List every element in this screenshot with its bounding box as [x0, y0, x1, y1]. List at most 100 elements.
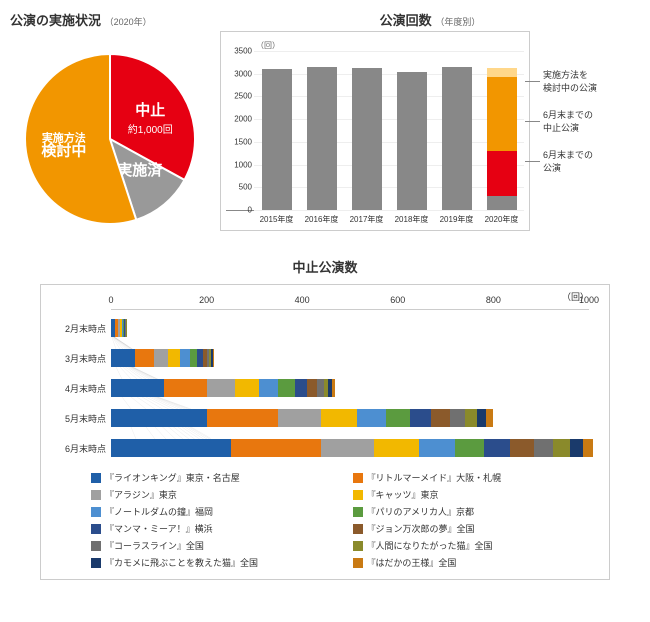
legend-label: 『ノートルダムの鐘』福岡 [105, 505, 213, 518]
bar-plot: 0500100015002000250030003500 [226, 51, 524, 211]
hbar-segment [321, 439, 374, 457]
legend-item: 『リトルマーメイド』大阪・札幌 [353, 471, 600, 484]
bar-unit: （回） [256, 40, 524, 51]
hbar-segment [207, 379, 236, 397]
bar-y-tick: 0 [226, 206, 252, 215]
hbar-row-bar [111, 379, 589, 397]
bar-column [352, 68, 382, 210]
legend-swatch [353, 541, 363, 551]
legend-item: 『ノートルダムの鐘』福岡 [91, 505, 338, 518]
bar-title-text: 公演回数 [380, 13, 432, 28]
top-row: 公演の実施状況 （2020年） 中止約1,000回実施済実施方法検討中 公演回数… [10, 10, 640, 237]
legend-item: 『人間になりたがった猫』全国 [353, 539, 600, 552]
hbar-segment [164, 379, 207, 397]
bar-y-tick: 3000 [226, 69, 252, 78]
hbar-segment [510, 439, 534, 457]
hbar-segment [317, 379, 324, 397]
legend-label: 『パリのアメリカ人』京都 [367, 505, 475, 518]
legend-item: 『キャッツ』東京 [353, 488, 600, 501]
hbar-row-label: 2月末時点 [51, 322, 111, 335]
hbar-row-label: 6月末時点 [51, 442, 111, 455]
hbar-segment [213, 349, 214, 367]
hbar-row: 3月末時点 [51, 345, 599, 371]
pie-chart: 中止約1,000回実施済実施方法検討中 [10, 34, 210, 234]
legend-label: 『キャッツ』東京 [367, 488, 439, 501]
hbar-x-tick: 200 [199, 295, 214, 305]
hbar-row-bar [111, 409, 589, 427]
hbar-legend: 『ライオンキング』東京・名古屋 『リトルマーメイド』大阪・札幌『アラジン』東京 『キ… [51, 471, 599, 569]
legend-swatch [91, 490, 101, 500]
hbar-segment [374, 439, 419, 457]
hbar-segment [583, 439, 593, 457]
legend-swatch [91, 473, 101, 483]
hbar-segment [154, 349, 168, 367]
hbar-row: 4月末時点 [51, 375, 599, 401]
bar-y-tick: 2500 [226, 92, 252, 101]
bar-x-label: 2019年度 [440, 214, 474, 225]
hbar-chart-section: 中止公演数 （回） 02004006008001000 2月末時点3月末時点4月… [10, 252, 640, 585]
bar-chart-section: 公演回数 （年度別） （回） 0500100015002000250030003… [220, 10, 640, 237]
pie-title: 公演の実施状況 （2020年） [10, 10, 210, 29]
hbar-row-label: 4月末時点 [51, 382, 111, 395]
legend-swatch [353, 490, 363, 500]
legend-swatch [91, 507, 101, 517]
bar-segment [352, 68, 382, 210]
hbar-segment [570, 439, 583, 457]
bar-y-tick: 1000 [226, 160, 252, 169]
legend-label: 『人間になりたがった猫』全国 [367, 539, 493, 552]
hbar-segment [419, 439, 455, 457]
hbar-segment [450, 409, 464, 427]
legend-label: 『アラジン』東京 [105, 488, 177, 501]
bar-x-labels: 2015年度2016年度2017年度2018年度2019年度2020年度 [254, 214, 524, 225]
hbar-rows: 2月末時点3月末時点4月末時点5月末時点6月末時点 [51, 315, 599, 461]
bar-segment [487, 68, 517, 77]
bar-annotations: 実施方法を検討中の公演6月末までの中止公演6月末までの公演 [530, 31, 597, 231]
hbar-row: 2月末時点 [51, 315, 599, 341]
hbar-segment [307, 379, 317, 397]
hbar-x-tick: 0 [108, 295, 113, 305]
legend-item: 『マンマ・ミーア！』横浜 [91, 522, 338, 535]
hbar-segment [111, 349, 135, 367]
hbar-x-tick: 400 [295, 295, 310, 305]
hbar-segment [295, 379, 307, 397]
hbar-chart: （回） 02004006008001000 2月末時点3月末時点4月末時点5月末… [40, 284, 610, 580]
hbar-segment [410, 409, 432, 427]
legend-label: 『リトルマーメイド』大阪・札幌 [367, 471, 502, 484]
legend-label: 『コーラスライン』全国 [105, 539, 204, 552]
bar-segment [262, 69, 292, 210]
hbar-segment [553, 439, 570, 457]
legend-label: 『ジョン万次郎の夢』全国 [367, 522, 475, 535]
hbar-x-tick: 800 [486, 295, 501, 305]
bar-column [307, 67, 337, 210]
hbar-row: 6月末時点 [51, 435, 599, 461]
pie-subtitle: （2020年） [105, 17, 152, 27]
legend-label: 『はだかの王様』全国 [367, 556, 457, 569]
pie-title-text: 公演の実施状況 [10, 13, 101, 28]
hbar-segment [111, 409, 207, 427]
bar-y-tick: 3500 [226, 47, 252, 56]
hbar-segment [180, 349, 190, 367]
bar-annotation: 実施方法を検討中の公演 [535, 68, 597, 94]
hbar-segment [190, 349, 197, 367]
legend-item: 『はだかの王様』全国 [353, 556, 600, 569]
bar-column [262, 69, 292, 210]
legend-label: 『ライオンキング』東京・名古屋 [105, 471, 240, 484]
hbar-segment [135, 349, 154, 367]
hbar-segment [321, 409, 357, 427]
bar-segment [307, 67, 337, 210]
legend-swatch [91, 524, 101, 534]
hbar-x-tick: 600 [390, 295, 405, 305]
hbar-segment [332, 379, 334, 397]
hbar-segment [231, 439, 322, 457]
legend-item: 『コーラスライン』全国 [91, 539, 338, 552]
hbar-row-bar [111, 319, 589, 337]
bar-x-label: 2020年度 [485, 214, 519, 225]
bar-segment [487, 151, 517, 197]
bar-annotation: 6月末までの中止公演 [535, 108, 597, 134]
hbar-segment [431, 409, 450, 427]
hbar-segment [357, 409, 386, 427]
hbar-x-axis: （回） 02004006008001000 [111, 295, 589, 310]
legend-swatch [353, 558, 363, 568]
bar-y-tick: 500 [226, 183, 252, 192]
legend-item: 『アラジン』東京 [91, 488, 338, 501]
